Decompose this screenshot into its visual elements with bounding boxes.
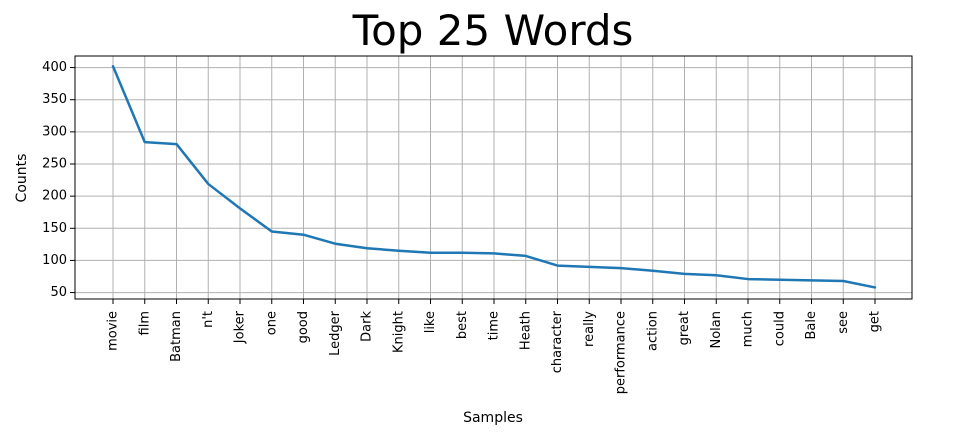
y-axis-ticks: 50 100 150 200 250 300 350 400 xyxy=(42,60,75,300)
x-axis-ticks: movie film Batman n't Joker one good Ledger Dark… xyxy=(106,299,883,394)
x-tick-label: Batman xyxy=(169,311,184,362)
grid xyxy=(75,56,912,299)
x-tick-label: performance xyxy=(614,311,629,394)
x-tick-label: Ledger xyxy=(328,310,343,356)
y-tick-label: 200 xyxy=(42,189,67,204)
x-tick-label: Knight xyxy=(391,311,406,353)
x-tick-label: movie xyxy=(106,311,121,351)
x-tick-label: great xyxy=(677,311,692,345)
x-tick-label: time xyxy=(487,311,502,340)
x-tick-label: much xyxy=(741,311,756,347)
x-tick-label: character xyxy=(550,310,565,373)
y-tick-label: 250 xyxy=(42,157,67,172)
plot-frame xyxy=(74,55,913,300)
chart-title: Top 25 Words xyxy=(352,6,634,55)
x-tick-label: see xyxy=(836,311,851,334)
x-tick-label: n't xyxy=(201,311,216,328)
series-layer xyxy=(111,65,877,289)
y-tick-label: 400 xyxy=(42,60,67,75)
x-tick-label: really xyxy=(582,311,597,347)
x-tick-label: Joker xyxy=(233,310,248,344)
x-tick-label: Nolan xyxy=(709,311,724,349)
x-tick-label: Bale xyxy=(804,311,819,340)
y-tick-label: 50 xyxy=(50,285,67,300)
y-tick-label: 300 xyxy=(42,124,67,139)
x-tick-label: Heath xyxy=(518,311,533,350)
x-axis-label: Samples xyxy=(463,410,523,426)
x-tick-label: Dark xyxy=(360,311,375,342)
x-tick-label: action xyxy=(645,311,660,351)
x-tick-label: like xyxy=(423,311,438,333)
x-tick-label: film xyxy=(137,311,152,335)
y-tick-label: 150 xyxy=(42,221,67,236)
x-tick-label: good xyxy=(296,311,311,343)
x-tick-label: get xyxy=(868,311,883,332)
series-line xyxy=(111,65,877,289)
x-tick-label: best xyxy=(455,311,470,339)
y-axis-label: Counts xyxy=(14,154,30,203)
x-tick-label: one xyxy=(264,311,279,335)
x-tick-label: could xyxy=(772,311,787,346)
y-tick-label: 350 xyxy=(42,92,67,107)
y-tick-label: 100 xyxy=(42,253,67,268)
